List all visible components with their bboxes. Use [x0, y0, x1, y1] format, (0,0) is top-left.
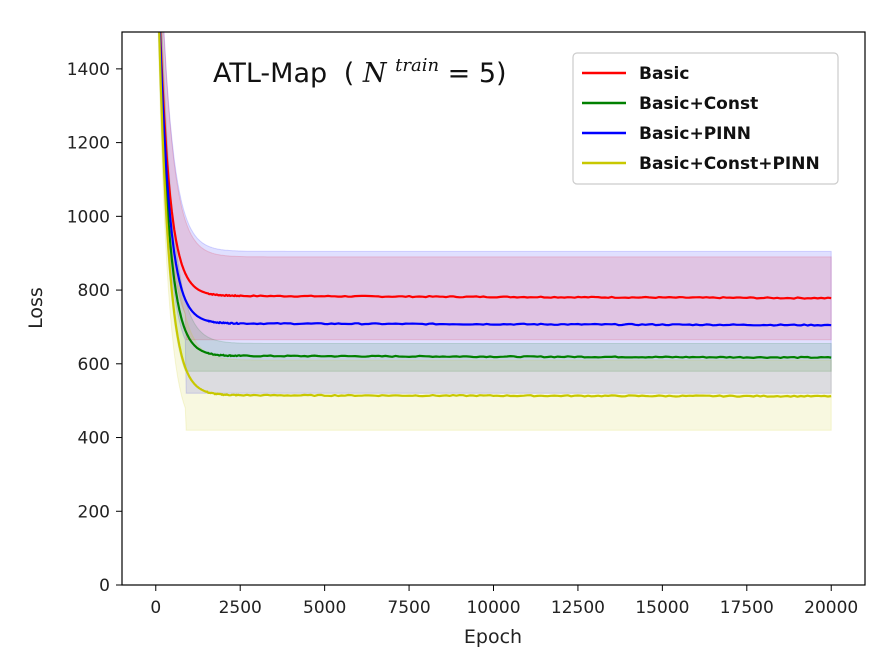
y-tick-label: 400: [78, 429, 110, 449]
line-basic: [159, 32, 832, 300]
y-axis-title: Loss: [25, 287, 47, 329]
line-basic-const-pinn: [158, 32, 832, 398]
x-tick-label: 10000: [466, 598, 520, 618]
x-tick-label: 12500: [551, 598, 605, 618]
legend-box: [572, 52, 839, 185]
band-basic: [158, 32, 832, 341]
legend: Basic Basic+Const Basic+PINN Basic+Const+PI…: [572, 52, 839, 185]
legend-label: Basic+PINN: [639, 124, 751, 144]
y-tick-label: 600: [78, 355, 110, 375]
x-tick-label: 2500: [219, 598, 262, 618]
confidence-bands: [157, 32, 832, 431]
band-basic-pinn: [158, 32, 832, 394]
legend-label: Basic+Const: [639, 94, 758, 114]
chart-title: ATL-Map ( N train = 5): [213, 47, 507, 89]
x-tick-label: 0: [150, 598, 161, 618]
x-tick-label: 7500: [387, 598, 430, 618]
x-tick-label: 17500: [720, 598, 774, 618]
x-axis-ticks: 0 2500 5000 7500 10000 12500 15000 17500 20000: [150, 585, 858, 618]
chart-title-main: ATL-Map: [213, 58, 327, 89]
x-tick-label: 20000: [804, 598, 858, 618]
y-tick-label: 1400: [67, 60, 110, 80]
band-basic-const-pinn: [157, 32, 832, 431]
chart-title-superscript: train: [395, 55, 439, 76]
chart-title-symbol: N: [362, 58, 388, 89]
legend-label: Basic+Const+PINN: [639, 154, 820, 174]
line-basic-const: [158, 32, 832, 359]
y-axis-ticks: 0 200 400 600 800 1000 1200 1400: [67, 60, 122, 596]
y-tick-label: 800: [78, 281, 110, 301]
y-tick-label: 200: [78, 502, 110, 522]
band-basic-const: [157, 32, 832, 372]
chart-title-open: (: [344, 58, 355, 89]
x-tick-label: 5000: [303, 598, 346, 618]
chart-title-rest: = 5): [448, 58, 507, 89]
y-tick-label: 1200: [67, 134, 110, 154]
y-tick-label: 0: [99, 576, 110, 596]
legend-label: Basic: [639, 64, 689, 84]
y-tick-label: 1000: [67, 207, 110, 227]
x-tick-label: 15000: [635, 598, 689, 618]
series-lines: [158, 32, 832, 398]
x-axis-title: Epoch: [464, 626, 522, 648]
line-basic-pinn: [158, 32, 832, 327]
